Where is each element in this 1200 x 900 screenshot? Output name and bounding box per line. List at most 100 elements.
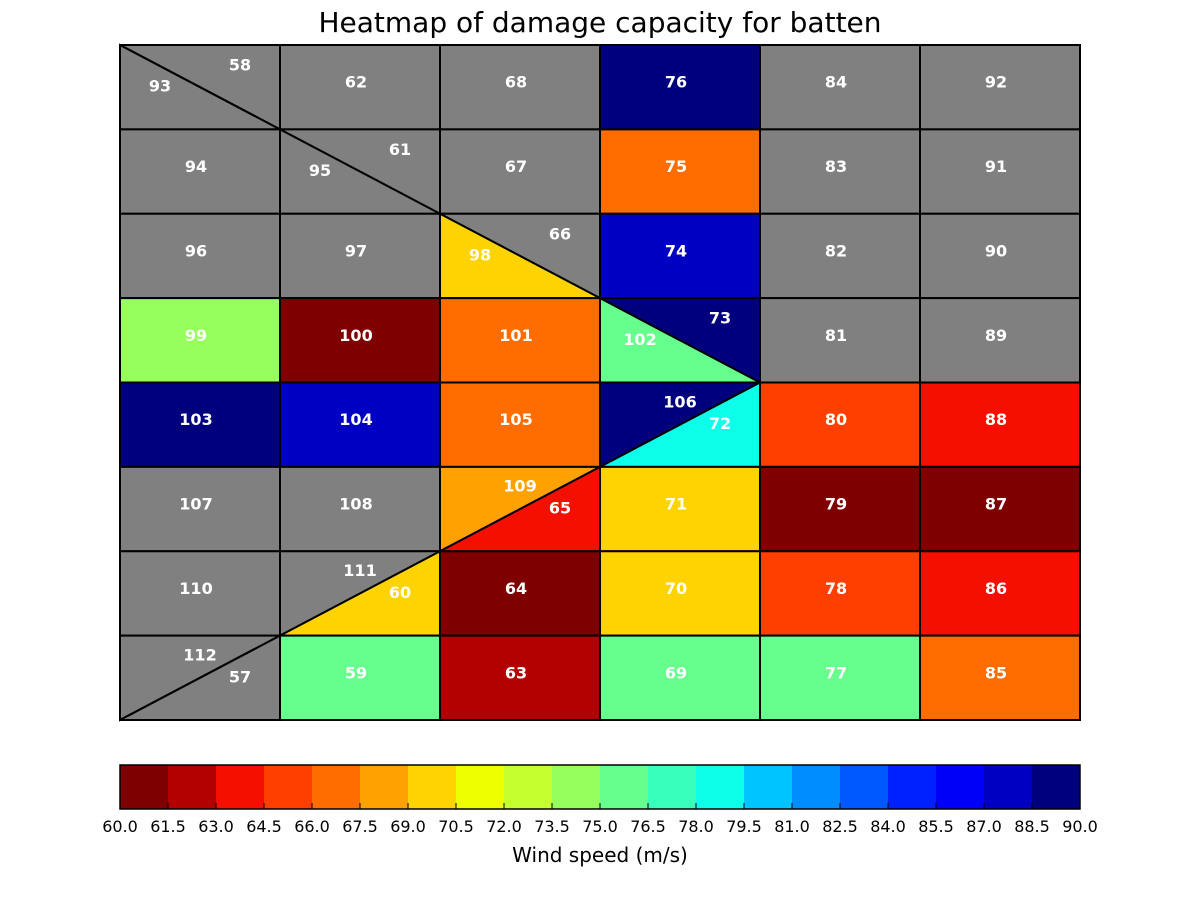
cell-label: 68	[505, 73, 527, 92]
heatmap-cell-labels: 58 93 62 68 76 84 92 94 61 95 67 75 83 91 96 97 66 98 74 82…	[149, 56, 1007, 687]
cell-label: 109	[503, 477, 536, 496]
colorbar-swatch	[840, 765, 889, 809]
cell-label: 61	[389, 140, 411, 159]
cell-label: 83	[825, 157, 847, 176]
heatmap-cell	[919, 297, 1081, 384]
cell-label: 110	[179, 579, 212, 598]
cell-label: 66	[549, 224, 571, 243]
cell-label: 108	[339, 495, 372, 514]
colorbar-swatch	[744, 765, 793, 809]
colorbar-tick-label: 88.5	[1014, 817, 1050, 836]
cell-label: 106	[663, 392, 696, 411]
colorbar-tick-label: 79.5	[726, 817, 762, 836]
cell-label: 91	[985, 157, 1007, 176]
colorbar-swatch	[408, 765, 457, 809]
cell-label: 60	[389, 583, 411, 602]
cell-label: 81	[825, 326, 847, 345]
colorbar-tick-label: 70.5	[438, 817, 474, 836]
chart-title: Heatmap of damage capacity for batten	[318, 6, 882, 39]
cell-label: 67	[505, 157, 527, 176]
colorbar-swatch	[696, 765, 745, 809]
heatmap-cell	[919, 44, 1081, 131]
colorbar-swatch	[504, 765, 553, 809]
colorbar-swatch	[456, 765, 505, 809]
colorbar-swatch	[552, 765, 601, 809]
heatmap-cell	[119, 212, 281, 300]
colorbar-tick-label: 73.5	[534, 817, 570, 836]
heatmap-cell	[119, 297, 281, 384]
cell-label: 112	[183, 645, 216, 664]
cell-label: 95	[309, 161, 331, 180]
cell-label: 73	[709, 309, 731, 328]
colorbar-tick-label: 84.0	[870, 817, 906, 836]
cell-label: 88	[985, 410, 1007, 429]
cell-label: 89	[985, 326, 1007, 345]
colorbar-swatch	[792, 765, 841, 809]
colorbar-tick-label: 67.5	[342, 817, 378, 836]
heatmap-cell	[439, 44, 601, 131]
colorbar-tick-label: 82.5	[822, 817, 858, 836]
cell-label: 74	[665, 241, 687, 260]
colorbar-swatch	[984, 765, 1033, 809]
colorbar-tick-label: 81.0	[774, 817, 810, 836]
cell-label: 92	[985, 73, 1007, 92]
heatmap-cell	[279, 381, 441, 468]
heatmap-cell	[279, 465, 441, 553]
heatmap-cell	[919, 381, 1081, 468]
colorbar-swatch	[120, 765, 169, 809]
cell-label: 69	[665, 663, 687, 682]
cell-label: 62	[345, 73, 367, 92]
colorbar-swatch	[648, 765, 697, 809]
heatmap-cell	[599, 634, 761, 721]
cell-label: 98	[469, 245, 491, 264]
heatmap-cell	[919, 128, 1081, 215]
heatmap-cell	[759, 381, 921, 468]
cell-label: 64	[505, 579, 527, 598]
colorbar-tick-label: 63.0	[198, 817, 234, 836]
colorbar-tick-label: 76.5	[630, 817, 666, 836]
colorbar-swatch	[600, 765, 649, 809]
cell-label: 90	[985, 241, 1007, 260]
heatmap-cell	[759, 634, 921, 721]
cell-label: 101	[499, 326, 532, 345]
cell-label: 80	[825, 410, 847, 429]
cell-label: 107	[179, 495, 212, 514]
colorbar-tick-label: 60.0	[102, 817, 138, 836]
colorbar-tick-label: 78.0	[678, 817, 714, 836]
cell-label: 59	[345, 663, 367, 682]
cell-label: 87	[985, 495, 1007, 514]
cell-label: 75	[665, 157, 687, 176]
cell-label: 65	[549, 499, 571, 518]
heatmap-cell	[279, 297, 441, 384]
colorbar-swatch	[936, 765, 985, 809]
cell-label: 84	[825, 73, 847, 92]
heatmap-cell	[599, 44, 761, 131]
cell-label: 82	[825, 241, 847, 260]
heatmap-cell	[919, 634, 1081, 721]
colorbar-tick-label: 72.0	[486, 817, 522, 836]
cell-label: 105	[499, 410, 532, 429]
colorbar-tick-label: 61.5	[150, 817, 186, 836]
cell-label: 57	[229, 667, 251, 686]
cell-label: 78	[825, 579, 847, 598]
cell-label: 63	[505, 663, 527, 682]
cell-label: 99	[185, 326, 207, 345]
colorbar-ticks: 60.0 61.5 63.0 64.5 66.0 67.5 69.0 70.5 72.0 73.5…	[102, 803, 1098, 836]
heatmap-cell	[919, 212, 1081, 300]
heatmap-cell	[439, 634, 601, 721]
cell-label: 76	[665, 73, 687, 92]
heatmap-cell	[759, 465, 921, 553]
cell-label: 104	[339, 410, 372, 429]
cell-label: 72	[709, 414, 731, 433]
cell-label: 58	[229, 56, 251, 75]
cell-label: 97	[345, 241, 367, 260]
colorbar-tick-label: 90.0	[1062, 817, 1098, 836]
cell-label: 100	[339, 326, 372, 345]
cell-label: 70	[665, 579, 687, 598]
heatmap-cell	[119, 465, 281, 553]
colorbar-swatch	[168, 765, 217, 809]
colorbar-tick-label: 69.0	[390, 817, 426, 836]
heatmap-cell	[599, 465, 761, 553]
cell-label: 102	[623, 330, 656, 349]
cell-label: 103	[179, 410, 212, 429]
